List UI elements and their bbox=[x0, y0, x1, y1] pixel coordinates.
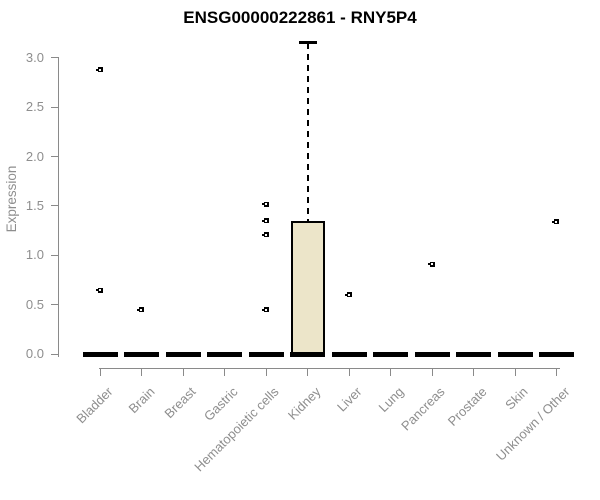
y-tick-label: 0.0 bbox=[25, 346, 44, 362]
whisker-cap bbox=[298, 41, 317, 45]
median-bar bbox=[414, 351, 450, 357]
y-axis-line bbox=[58, 56, 59, 357]
outlier-point bbox=[344, 292, 352, 298]
median-bar bbox=[331, 351, 367, 357]
x-axis-line bbox=[99, 368, 560, 369]
x-axis-tick bbox=[224, 368, 225, 376]
whisker-line bbox=[306, 42, 309, 221]
x-axis-tick bbox=[514, 368, 516, 376]
median-bar bbox=[207, 351, 242, 357]
median-bar bbox=[290, 351, 325, 357]
outlier-point bbox=[261, 201, 269, 207]
median-bar bbox=[124, 351, 159, 357]
x-axis-tick bbox=[99, 368, 101, 376]
y-axis-tick bbox=[51, 156, 58, 158]
median-bar bbox=[82, 351, 118, 357]
y-axis-tick bbox=[51, 57, 58, 59]
median-bar bbox=[248, 351, 284, 357]
x-tick-label: Unknown / Other bbox=[492, 384, 573, 464]
x-axis-tick bbox=[141, 368, 142, 376]
x-axis-tick bbox=[265, 368, 267, 376]
y-tick-label: 2.0 bbox=[25, 148, 44, 164]
outlier-point bbox=[261, 218, 269, 224]
y-tick-label: 0.5 bbox=[25, 296, 44, 312]
outlier-point bbox=[427, 261, 435, 267]
y-tick-label: 1.5 bbox=[25, 197, 44, 213]
box bbox=[290, 220, 325, 357]
y-tick-label: 1.0 bbox=[25, 247, 44, 263]
outlier-point bbox=[552, 219, 559, 225]
x-axis-tick bbox=[556, 368, 557, 376]
median-bar bbox=[539, 351, 574, 357]
x-axis-tick bbox=[431, 368, 433, 376]
y-axis-tick bbox=[51, 353, 58, 355]
y-axis-tick bbox=[51, 106, 58, 108]
x-axis-tick bbox=[182, 368, 184, 376]
y-tick-label: 2.5 bbox=[25, 99, 44, 115]
x-axis-tick bbox=[307, 368, 308, 376]
outlier-point bbox=[95, 67, 103, 73]
y-tick-label: 3.0 bbox=[25, 49, 44, 65]
outlier-point bbox=[137, 307, 144, 313]
median-bar bbox=[497, 351, 533, 357]
y-axis-tick bbox=[51, 205, 58, 207]
x-axis-tick bbox=[390, 368, 391, 376]
y-axis-tick bbox=[51, 254, 58, 256]
x-axis-tick bbox=[473, 368, 474, 376]
median-bar bbox=[373, 351, 408, 357]
median-bar bbox=[165, 351, 201, 357]
y-axis-tick bbox=[51, 304, 58, 306]
x-axis-tick bbox=[348, 368, 350, 376]
outlier-point bbox=[95, 287, 103, 293]
outlier-point bbox=[261, 307, 269, 313]
chart-title: ENSG00000222861 - RNY5P4 bbox=[183, 8, 417, 27]
outlier-point bbox=[261, 232, 269, 238]
median-bar bbox=[456, 351, 491, 357]
